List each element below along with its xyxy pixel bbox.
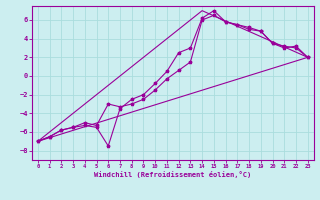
X-axis label: Windchill (Refroidissement éolien,°C): Windchill (Refroidissement éolien,°C) (94, 171, 252, 178)
